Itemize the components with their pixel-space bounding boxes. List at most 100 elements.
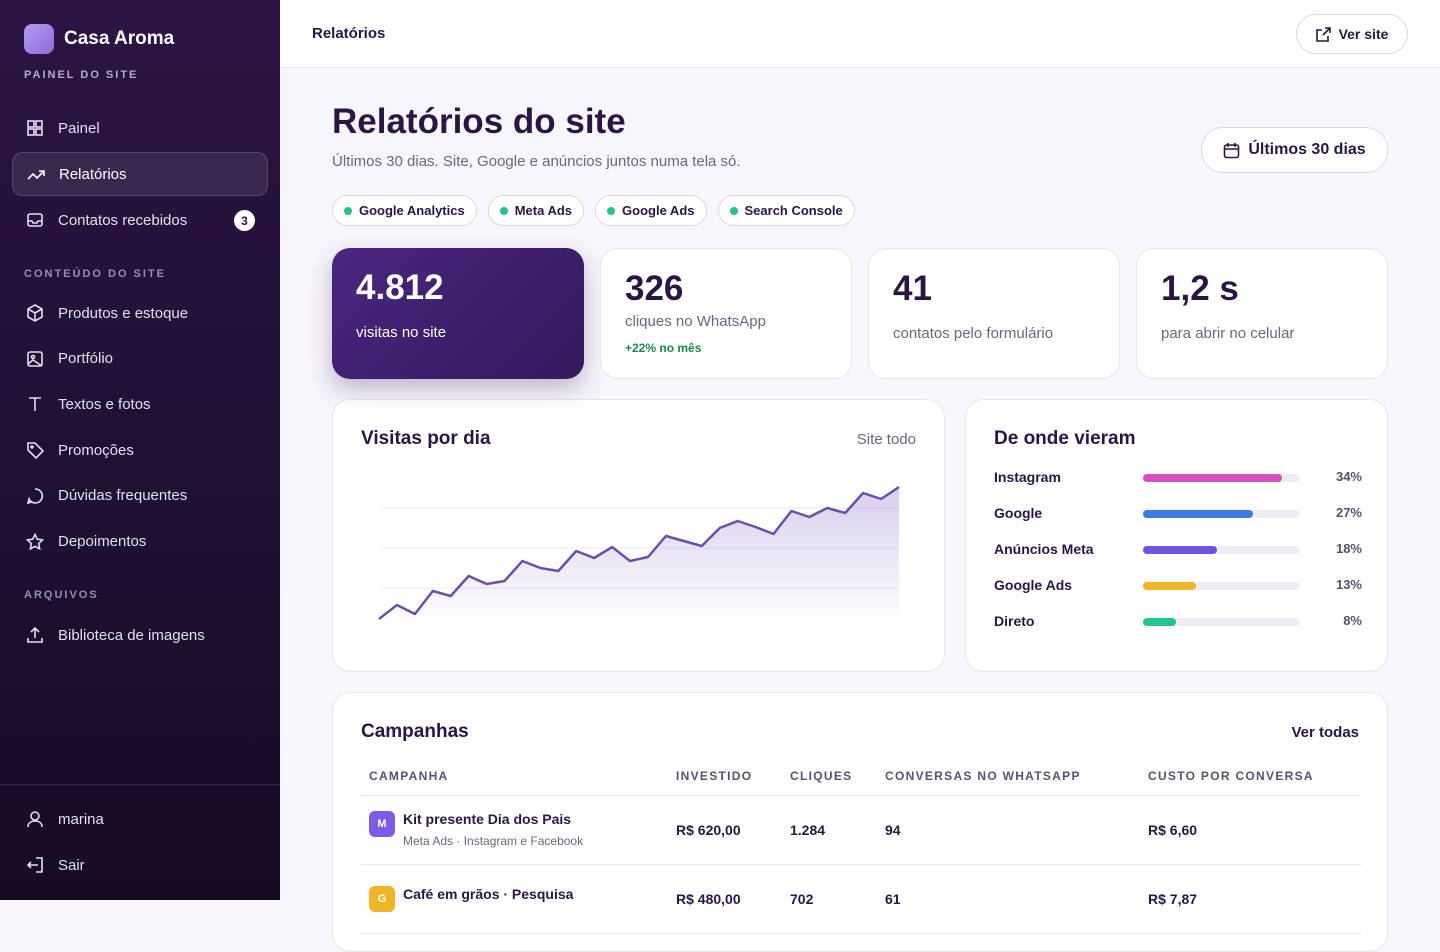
button-label: Últimos 30 dias xyxy=(1248,141,1366,158)
campaign-row: G Café em grãos · Pesquisa R$ 480,00 702 61 R… xyxy=(361,864,1361,934)
section-title: CONTEÚDO DO SITE xyxy=(24,268,167,280)
chip-label: Meta Ads xyxy=(514,203,573,218)
column-header: CLIQUES xyxy=(782,757,877,796)
nav-item[interactable]: Depoimentos xyxy=(12,520,268,564)
line xyxy=(378,485,900,620)
source-percent: 34% xyxy=(1335,469,1362,484)
user[interactable]: marina xyxy=(12,797,268,841)
column-header: CUSTO POR CONVERSA xyxy=(1140,757,1361,796)
campaign-info: Café em grãos · Pesquisa xyxy=(403,886,573,902)
stat-card: 4.812 visitas no site xyxy=(332,248,584,379)
campaign-cell: G Café em grãos · Pesquisa xyxy=(361,864,668,934)
divider xyxy=(0,784,280,785)
topbar: Relatórios Ver site xyxy=(280,0,1440,68)
campaigns-table: CAMPANHA INVESTIDO CLIQUES CONVERSAS NO WHA… xyxy=(361,757,1361,934)
table-cell: R$ 7,87 xyxy=(1140,864,1361,934)
source-name: Anúncios Meta xyxy=(994,541,1094,557)
logout[interactable]: Sair xyxy=(12,843,268,887)
source-row: Direto 8% xyxy=(994,612,1362,632)
nav-item[interactable]: Dúvidas frequentes xyxy=(12,474,268,518)
table-cell: R$ 480,00 xyxy=(668,864,782,934)
page-title: Relatórios do site xyxy=(332,102,626,141)
source-chip: Search Console xyxy=(717,195,855,226)
sidebar: Casa Aroma PAINEL DO SITE Painel Relatór… xyxy=(0,0,280,900)
status-dot xyxy=(499,206,508,215)
source-row: Anúncios Meta 18% xyxy=(994,540,1362,560)
campaigns-card: Campanhas Ver todas CAMPANHA INVESTIDO CLI… xyxy=(332,692,1388,952)
bar-track xyxy=(1143,510,1300,518)
campaign-name: Café em grãos · Pesquisa xyxy=(403,885,574,902)
table-cell: R$ 620,00 xyxy=(668,795,782,865)
nav-item[interactable]: Contatos recebidos 3 xyxy=(12,198,268,242)
source-name: Direto xyxy=(994,613,1035,629)
user-name: marina xyxy=(58,810,104,828)
nav-item[interactable]: Produtos e estoque xyxy=(12,291,268,335)
campaign-row: M Kit presente Dia dos Pais Meta Ads · Ins… xyxy=(361,795,1361,865)
source-name: Google Ads xyxy=(994,577,1073,593)
nav-item[interactable]: Relatórios xyxy=(12,152,268,196)
nav-label: Dúvidas frequentes xyxy=(58,487,188,505)
table-cell: 94 xyxy=(877,795,1140,865)
nav-label: Painel xyxy=(58,119,100,137)
source-percent: 8% xyxy=(1343,613,1362,628)
logo xyxy=(24,24,54,54)
source-row: Instagram 34% xyxy=(994,468,1362,488)
stat-value: 4.812 xyxy=(356,268,444,307)
nav-label: Textos e fotos xyxy=(58,395,151,413)
nav-label: Produtos e estoque xyxy=(58,304,189,322)
see-all-link[interactable]: Ver todas xyxy=(1291,724,1359,741)
stat-change: +22% no mês xyxy=(625,341,702,355)
visits-card: Visitas por dia Site todo xyxy=(332,399,945,672)
bar xyxy=(1143,510,1254,518)
card-title: Campanhas xyxy=(361,721,469,742)
stat-card: 41 contatos pelo formulário xyxy=(868,248,1120,379)
nav-item[interactable]: Biblioteca de imagens xyxy=(12,613,268,657)
source-percent: 13% xyxy=(1335,577,1362,592)
campaign-detail: Meta Ads · Instagram e Facebook xyxy=(403,834,584,848)
bar xyxy=(1143,618,1176,626)
nav-label: Portfólio xyxy=(58,350,114,368)
source-chip: Google Ads xyxy=(595,195,707,226)
campaign-name: Kit presente Dia dos Pais xyxy=(403,811,572,827)
breadcrumb: Relatórios xyxy=(312,25,386,42)
stat-label: cliques no WhatsApp xyxy=(625,313,766,330)
bar xyxy=(1143,474,1282,482)
logout-label: Sair xyxy=(58,856,85,874)
view-site-button[interactable]: Ver site xyxy=(1296,14,1408,54)
nav-label: Depoimentos xyxy=(58,533,147,550)
area xyxy=(379,487,899,626)
card-title: De onde vieram xyxy=(994,428,1136,449)
chip-label: Google Analytics xyxy=(359,203,465,218)
nav-item[interactable]: Promoções xyxy=(12,428,268,472)
bar xyxy=(1143,582,1197,590)
section-title: ARQUIVOS xyxy=(24,589,99,601)
table-cell: 702 xyxy=(782,864,877,934)
table-cell: 1.284 xyxy=(782,795,877,865)
campaign-avatar: G xyxy=(369,885,395,912)
stat-value: 326 xyxy=(625,269,684,308)
table-cell: R$ 6,60 xyxy=(1140,795,1361,865)
bar xyxy=(1143,546,1217,554)
source-row: Google 27% xyxy=(994,504,1362,524)
campaign-cell: M Kit presente Dia dos Pais Meta Ads · Ins… xyxy=(361,795,668,865)
source-name: Google xyxy=(994,505,1043,521)
table-cell: 61 xyxy=(877,864,1140,934)
chart-filter[interactable]: Site todo xyxy=(856,431,916,448)
card-title: Visitas por dia xyxy=(361,428,491,449)
source-percent: 18% xyxy=(1335,541,1362,556)
source-chips: Google Analytics Meta Ads Google Ads Search… xyxy=(332,195,855,226)
status-dot xyxy=(729,206,738,215)
column-header: INVESTIDO xyxy=(668,757,782,796)
nav-label: Contatos recebidos xyxy=(58,211,188,229)
stat-value: 41 xyxy=(893,269,932,308)
source-row: Google Ads 13% xyxy=(994,576,1362,596)
nav-item[interactable]: Portfólio xyxy=(12,337,268,381)
date-range-button[interactable]: Últimos 30 dias xyxy=(1201,127,1388,173)
badge: 3 xyxy=(234,210,255,231)
nav-item[interactable]: Textos e fotos xyxy=(12,382,268,426)
chip-label: Search Console xyxy=(744,203,843,218)
stat-label: visitas no site xyxy=(356,324,447,341)
nav-item[interactable]: Painel xyxy=(12,106,268,150)
